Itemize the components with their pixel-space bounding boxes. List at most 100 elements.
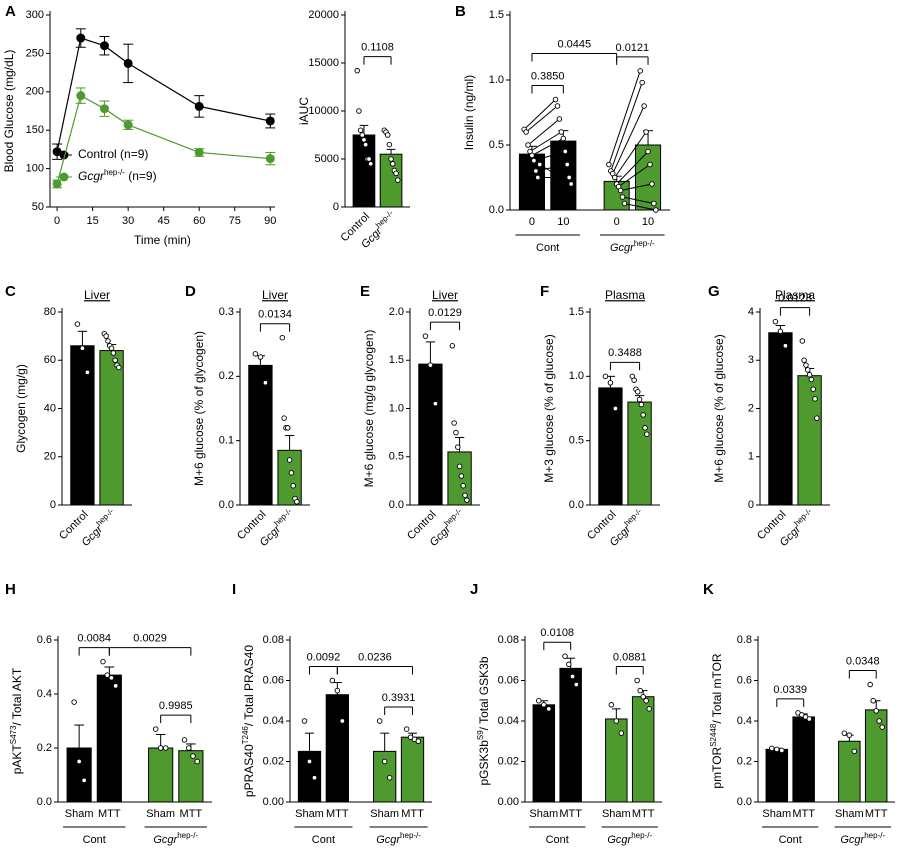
data-point [867,681,873,688]
p-value: 0.3850 [531,70,565,82]
data-point [108,675,115,681]
panel-letter: I [232,581,236,598]
data-point [458,473,465,479]
data-point [393,170,399,177]
bar [447,451,472,506]
data-point [562,653,568,659]
text-part: pPRAS40 [242,744,256,797]
panel-letter: A [5,3,16,20]
data-point [453,429,459,436]
data-point [558,129,565,135]
y-tick-label: 15000 [308,57,339,69]
data-point [449,343,456,349]
y-tick-label: 1.5 [569,306,584,318]
data-point [638,401,645,408]
x-tick-label: 0 [529,216,535,228]
data-point [162,745,169,751]
text-part: hep-/- [442,506,463,527]
y-axis-label: M+3 glucose (% of glucose) [542,334,556,482]
data-point [529,152,535,159]
marker [99,104,109,114]
bar [178,750,204,803]
p-value: 0.3488 [608,347,642,359]
y-axis-label: pAKTS473/ Total AKT [9,667,25,774]
data-point [329,677,336,684]
bar [634,144,662,211]
text-part: hep-/- [177,831,198,840]
legend-marker [59,150,69,160]
x-tick-label: Sham [529,808,558,820]
y-tick-label: 0.08 [263,634,284,646]
y-tick-label: 0.4 [737,715,752,727]
y-tick-label: 150 [26,124,44,136]
data-point [564,161,570,168]
data-point [311,774,318,781]
y-tick-label: 0.04 [498,715,519,727]
data-point [257,354,264,360]
data-point [635,389,641,395]
text-part: Gcgr [258,523,284,549]
data-point [288,470,295,476]
y-tick-label: 0.06 [263,674,284,686]
data-point [841,730,848,736]
text-part: hep-/- [864,831,885,840]
data-point [455,444,461,450]
marker [194,101,204,111]
data-point [252,351,259,357]
data-point [647,161,653,168]
data-point [381,758,388,765]
text-part: pGSK3b [477,740,491,786]
data-point [552,96,559,103]
data-point [185,745,192,751]
data-point [194,758,200,765]
marker [265,154,275,164]
pair-line [535,164,568,172]
group-label: Cont [546,834,569,846]
data-point [537,161,543,168]
data-point [556,116,563,122]
data-point [523,129,529,135]
marker [99,41,109,51]
data-point [386,141,393,148]
y-tick-label: 1.0 [569,370,584,382]
y-tick-label: 100 [26,163,44,175]
x-tick-label: Sham [762,808,791,820]
p-value: 0.0129 [428,307,462,319]
data-point [79,345,86,351]
data-point [464,497,470,503]
group-label: Cont [312,834,335,846]
group-label: Cont [536,242,559,254]
data-point [388,156,394,162]
marker [194,147,204,157]
y-tick-label: 0.08 [498,634,519,646]
bar [631,696,655,803]
panel-letter: C [5,283,16,300]
bar [598,387,623,506]
data-point [422,333,429,339]
y-tick-label: 0.04 [263,715,284,727]
legend-label: Gcgrhep-/- (n=9) [78,168,157,184]
x-tick-label: MTT [632,808,655,820]
data-point [782,343,789,349]
y-tick-label: 0.00 [498,796,519,808]
marker [76,33,86,43]
data-point [536,698,542,704]
y-tick-label: 0.0 [219,499,234,511]
series-line [56,37,271,152]
panel-letter: D [185,283,196,300]
data-point [84,369,91,376]
data-point [541,702,547,708]
data-point [569,673,576,680]
data-point [546,706,552,712]
data-point [777,328,784,335]
data-point [566,661,572,668]
data-point [415,738,422,745]
pair-line [533,151,566,162]
panel-letter: F [540,283,549,300]
pair-line [620,183,653,191]
x-axis-label: Time (min) [134,233,191,247]
legend-label: Control (n=9) [78,147,148,161]
p-value: 0.1108 [361,42,394,54]
data-point [181,737,188,743]
